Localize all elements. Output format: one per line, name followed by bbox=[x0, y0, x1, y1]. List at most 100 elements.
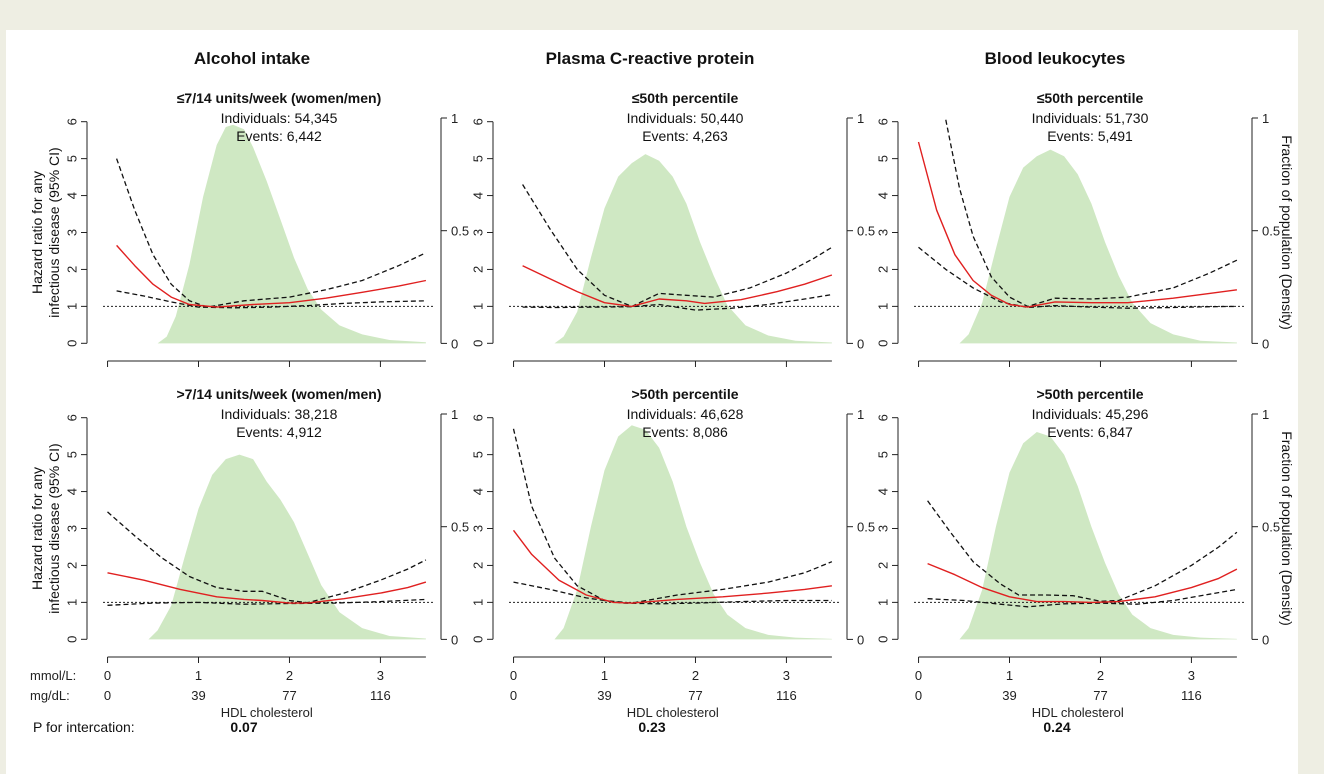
y-tick-label: 3 bbox=[64, 229, 79, 236]
panel-4: 0 1 2 3 4 5 6 0 0.5 1 0 0 1 39 2 77 3 116 HDL cholesterol >… bbox=[29, 386, 469, 720]
y-tick-label: 4 bbox=[64, 192, 79, 199]
events-count: Events: 4,263 bbox=[642, 128, 728, 144]
x-tick-label-mgdl: 77 bbox=[1093, 688, 1107, 703]
y-axis-label-right: Fraction of population (Density) bbox=[1279, 135, 1295, 330]
x-tick-label-mgdl: 39 bbox=[1002, 688, 1016, 703]
events-count: Events: 8,086 bbox=[642, 424, 728, 440]
y-right-tick-label: 0 bbox=[451, 336, 458, 351]
y-tick-label: 6 bbox=[470, 414, 485, 421]
y-right-tick-label: 0.5 bbox=[857, 224, 875, 239]
y-tick-label: 6 bbox=[875, 414, 890, 421]
ci-upper-line bbox=[512, 428, 833, 604]
x-axis-label: HDL cholesterol bbox=[627, 705, 719, 720]
y-tick-label: 3 bbox=[470, 525, 485, 532]
y-right-tick-label: 0.5 bbox=[1262, 224, 1280, 239]
p-interaction-label: P for intercation: bbox=[33, 719, 135, 735]
y-tick-label: 3 bbox=[875, 525, 890, 532]
x-tick-label-mmol: 3 bbox=[377, 668, 384, 683]
x-tick-label-mmol: 2 bbox=[692, 668, 699, 683]
y-right-tick-label: 1 bbox=[1262, 407, 1269, 422]
x-tick-label-mgdl: 39 bbox=[597, 688, 611, 703]
p-value-leukocytes: 0.24 bbox=[1043, 719, 1071, 735]
y-tick-label: 2 bbox=[470, 266, 485, 273]
x-tick-label-mmol: 3 bbox=[783, 668, 790, 683]
y-tick-label: 0 bbox=[875, 636, 890, 643]
panel-6: 0 1 2 3 4 5 6 0 0.5 1 0 0 1 39 2 77 3 116 HDL cholesterol >… bbox=[875, 386, 1295, 720]
x-axis-label: HDL cholesterol bbox=[221, 705, 313, 720]
y-tick-label: 2 bbox=[875, 266, 890, 273]
events-count: Events: 6,442 bbox=[236, 128, 322, 144]
x-tick-label-mgdl: 116 bbox=[776, 688, 797, 703]
x-tick-label-mmol: 0 bbox=[510, 668, 517, 683]
ci-upper-line bbox=[115, 158, 427, 308]
panel-subtitle: >50th percentile bbox=[1037, 386, 1144, 402]
y-right-tick-label: 1 bbox=[1262, 111, 1269, 126]
individuals-count: Individuals: 46,628 bbox=[627, 406, 744, 422]
y-axis-label-line-2: infectious disease (95% CI) bbox=[46, 443, 62, 613]
y-axis-label-line-2: infectious disease (95% CI) bbox=[46, 147, 62, 317]
x-tick-label-mmol: 3 bbox=[1188, 668, 1195, 683]
y-tick-label: 5 bbox=[470, 155, 485, 162]
density-area bbox=[148, 454, 426, 640]
x-axis-label: HDL cholesterol bbox=[1032, 705, 1124, 720]
x-tick-label-mmol: 2 bbox=[1097, 668, 1104, 683]
x-tick-label-mgdl: 39 bbox=[191, 688, 205, 703]
y-right-tick-label: 1 bbox=[857, 111, 864, 126]
individuals-count: Individuals: 54,345 bbox=[221, 110, 338, 126]
individuals-count: Individuals: 51,730 bbox=[1032, 110, 1149, 126]
y-right-tick-label: 0 bbox=[1262, 336, 1269, 351]
y-right-tick-label: 0.5 bbox=[451, 224, 469, 239]
y-axis-label-line-1: Hazard ratio for any bbox=[29, 171, 45, 294]
y-tick-label: 0 bbox=[470, 636, 485, 643]
individuals-count: Individuals: 45,296 bbox=[1032, 406, 1149, 422]
y-tick-label: 4 bbox=[875, 192, 890, 199]
estimate-line bbox=[927, 562, 1238, 604]
y-tick-label: 5 bbox=[875, 155, 890, 162]
events-count: Events: 6,847 bbox=[1047, 424, 1133, 440]
y-tick-label: 0 bbox=[470, 340, 485, 347]
x-tick-label-mgdl: 116 bbox=[1181, 688, 1202, 703]
y-tick-label: 0 bbox=[64, 340, 79, 347]
x-tick-label-mgdl: 0 bbox=[915, 688, 922, 703]
p-value-alcohol: 0.07 bbox=[230, 719, 258, 735]
figure: Alcohol intake Plasma C-reactive protein… bbox=[6, 30, 1298, 774]
panel-1: 0 1 2 3 4 5 6 0 0.5 1 ≤7/14 units/week (women/men)… bbox=[29, 90, 469, 367]
y-tick-label: 1 bbox=[64, 303, 79, 310]
panel-5: 0 1 2 3 4 5 6 0 0.5 1 0 0 1 39 2 77 3 116 HDL cholesterol >… bbox=[470, 386, 875, 720]
y-axis-label-right: Fraction of population (Density) bbox=[1279, 431, 1295, 626]
x-tick-label-mmol: 2 bbox=[286, 668, 293, 683]
panel-subtitle: >50th percentile bbox=[632, 386, 739, 402]
y-tick-label: 6 bbox=[64, 118, 79, 125]
y-tick-label: 2 bbox=[64, 266, 79, 273]
ci-lower-line bbox=[116, 290, 426, 309]
estimate-line bbox=[107, 572, 427, 604]
y-right-tick-label: 0 bbox=[1262, 632, 1269, 647]
hazard-ratio-plots: 0 1 2 3 4 5 6 0 0.5 1 ≤7/14 units/week (women/men)… bbox=[29, 90, 1295, 720]
estimate-line bbox=[522, 265, 833, 308]
y-tick-label: 4 bbox=[470, 192, 485, 199]
x-tick-label-mgdl: 116 bbox=[370, 688, 391, 703]
y-axis-label-line-1: Hazard ratio for any bbox=[29, 467, 45, 590]
individuals-count: Individuals: 38,218 bbox=[221, 406, 338, 422]
y-tick-label: 1 bbox=[875, 599, 890, 606]
estimate-line bbox=[917, 141, 1237, 308]
y-right-tick-label: 0.5 bbox=[451, 520, 469, 535]
y-right-tick-label: 1 bbox=[451, 407, 458, 422]
ci-upper-line bbox=[107, 511, 427, 604]
y-tick-label: 1 bbox=[470, 599, 485, 606]
y-right-tick-label: 1 bbox=[857, 407, 864, 422]
y-tick-label: 3 bbox=[470, 229, 485, 236]
y-right-tick-label: 0.5 bbox=[857, 520, 875, 535]
x-tick-label-mgdl: 0 bbox=[510, 688, 517, 703]
panel-3: 0 1 2 3 4 5 6 0 0.5 1 ≤50th percentile Individuals:… bbox=[875, 90, 1295, 367]
y-tick-label: 4 bbox=[470, 488, 485, 495]
y-tick-label: 1 bbox=[470, 303, 485, 310]
x-tick-label-mmol: 0 bbox=[104, 668, 111, 683]
ci-upper-line bbox=[945, 119, 1238, 308]
y-axis-label-left: Hazard ratio for anyinfectious disease (… bbox=[29, 443, 62, 613]
ci-lower-line bbox=[522, 293, 833, 311]
x-tick-label-mgdl: 0 bbox=[104, 688, 111, 703]
y-tick-label: 6 bbox=[470, 118, 485, 125]
y-tick-label: 4 bbox=[875, 488, 890, 495]
individuals-count: Individuals: 50,440 bbox=[627, 110, 744, 126]
